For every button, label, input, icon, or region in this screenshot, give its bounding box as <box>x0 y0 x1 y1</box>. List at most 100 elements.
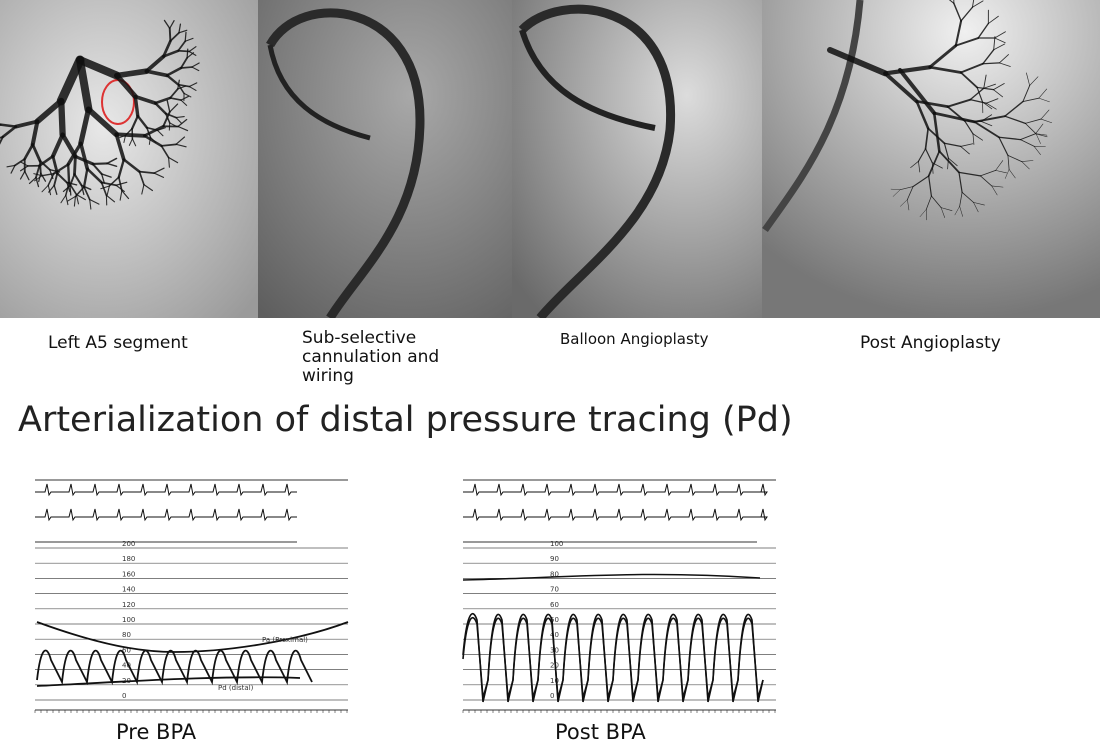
vessel <box>165 66 183 77</box>
vessel <box>917 148 927 162</box>
scale-label: 70 <box>550 586 559 594</box>
caption: Post Angioplasty <box>860 333 1001 353</box>
vessel <box>41 172 55 177</box>
vessel <box>993 83 1005 91</box>
scale-label: 10 <box>550 677 559 685</box>
vessel <box>180 57 188 69</box>
vessel <box>34 97 65 125</box>
scale-label: 0 <box>550 692 554 700</box>
vessel <box>106 157 118 165</box>
vessel <box>121 190 130 200</box>
vessel <box>141 184 145 195</box>
scale-label: 0 <box>122 692 126 700</box>
vessel <box>100 181 108 197</box>
caption: Left A5 segment <box>48 333 188 353</box>
vessel <box>168 156 179 164</box>
vessel <box>175 136 186 145</box>
scale-label: 80 <box>122 631 131 639</box>
vessel <box>973 202 979 213</box>
vessel <box>106 162 118 168</box>
vessel <box>912 175 930 188</box>
vessel <box>1040 118 1053 124</box>
vessel <box>928 175 932 197</box>
vessel <box>175 143 187 148</box>
vessel <box>178 23 182 34</box>
image-panel <box>0 0 258 318</box>
scale-label: 160 <box>122 570 135 578</box>
vessel <box>38 159 42 175</box>
vessel <box>35 164 41 179</box>
vessel <box>972 0 984 8</box>
vessel <box>973 115 1006 123</box>
vessel <box>982 62 1000 65</box>
vessel <box>164 112 177 119</box>
vessel <box>994 37 1006 44</box>
vessel <box>960 6 974 22</box>
vessel <box>959 62 984 74</box>
vessel <box>78 141 90 171</box>
vessel <box>972 133 975 145</box>
vessel <box>80 184 85 196</box>
vessel <box>186 48 189 59</box>
vessel <box>973 202 985 206</box>
vessel <box>105 194 116 203</box>
vessel <box>73 155 77 176</box>
vessel <box>106 185 110 196</box>
vessel <box>169 97 182 101</box>
catheter <box>762 0 864 233</box>
vessel <box>907 186 914 200</box>
vessel <box>31 143 42 163</box>
vessel <box>114 72 138 100</box>
vessel <box>58 97 66 138</box>
pd-baseline <box>36 676 301 687</box>
vessel <box>1022 85 1031 103</box>
vessel <box>0 135 4 139</box>
vessel <box>177 40 187 52</box>
vessel <box>47 172 55 187</box>
vessel <box>180 99 188 106</box>
vessel <box>1026 72 1030 86</box>
vessel <box>979 169 997 177</box>
vessel <box>33 173 43 177</box>
vessel <box>907 199 910 211</box>
vessel <box>188 46 197 53</box>
vessel <box>954 206 960 216</box>
vessel <box>60 194 67 204</box>
vessel <box>56 172 68 184</box>
vessel <box>940 207 953 212</box>
vessel <box>1022 97 1040 103</box>
vessel <box>153 167 165 174</box>
vessel <box>24 170 30 181</box>
vessel <box>153 172 165 178</box>
vessel <box>122 158 141 173</box>
vessel <box>1033 146 1041 155</box>
vessel <box>136 114 149 129</box>
vessel <box>998 136 1022 141</box>
vessel <box>69 185 72 196</box>
vessel <box>10 164 16 174</box>
vessel <box>1021 160 1034 162</box>
vessel <box>1007 154 1023 163</box>
vessel <box>52 163 70 175</box>
vessel <box>184 31 187 42</box>
scale-label: 40 <box>550 631 559 639</box>
vessel <box>188 85 197 91</box>
vessel <box>66 141 83 167</box>
scale-label: 90 <box>550 555 559 563</box>
vessel <box>987 15 999 24</box>
vessel <box>910 160 919 168</box>
vessel <box>38 154 55 168</box>
vessel <box>954 37 980 47</box>
vessel <box>973 120 1000 139</box>
balloon <box>519 29 656 131</box>
tracing-label: Post BPA <box>555 720 646 744</box>
vessel <box>919 208 927 218</box>
vessel <box>959 71 979 89</box>
vessel <box>991 185 1004 188</box>
vessel <box>191 62 200 68</box>
vessel <box>169 20 175 30</box>
vessel <box>177 79 180 90</box>
vessel <box>892 189 901 197</box>
vessel <box>73 195 76 207</box>
vessel <box>83 186 91 201</box>
